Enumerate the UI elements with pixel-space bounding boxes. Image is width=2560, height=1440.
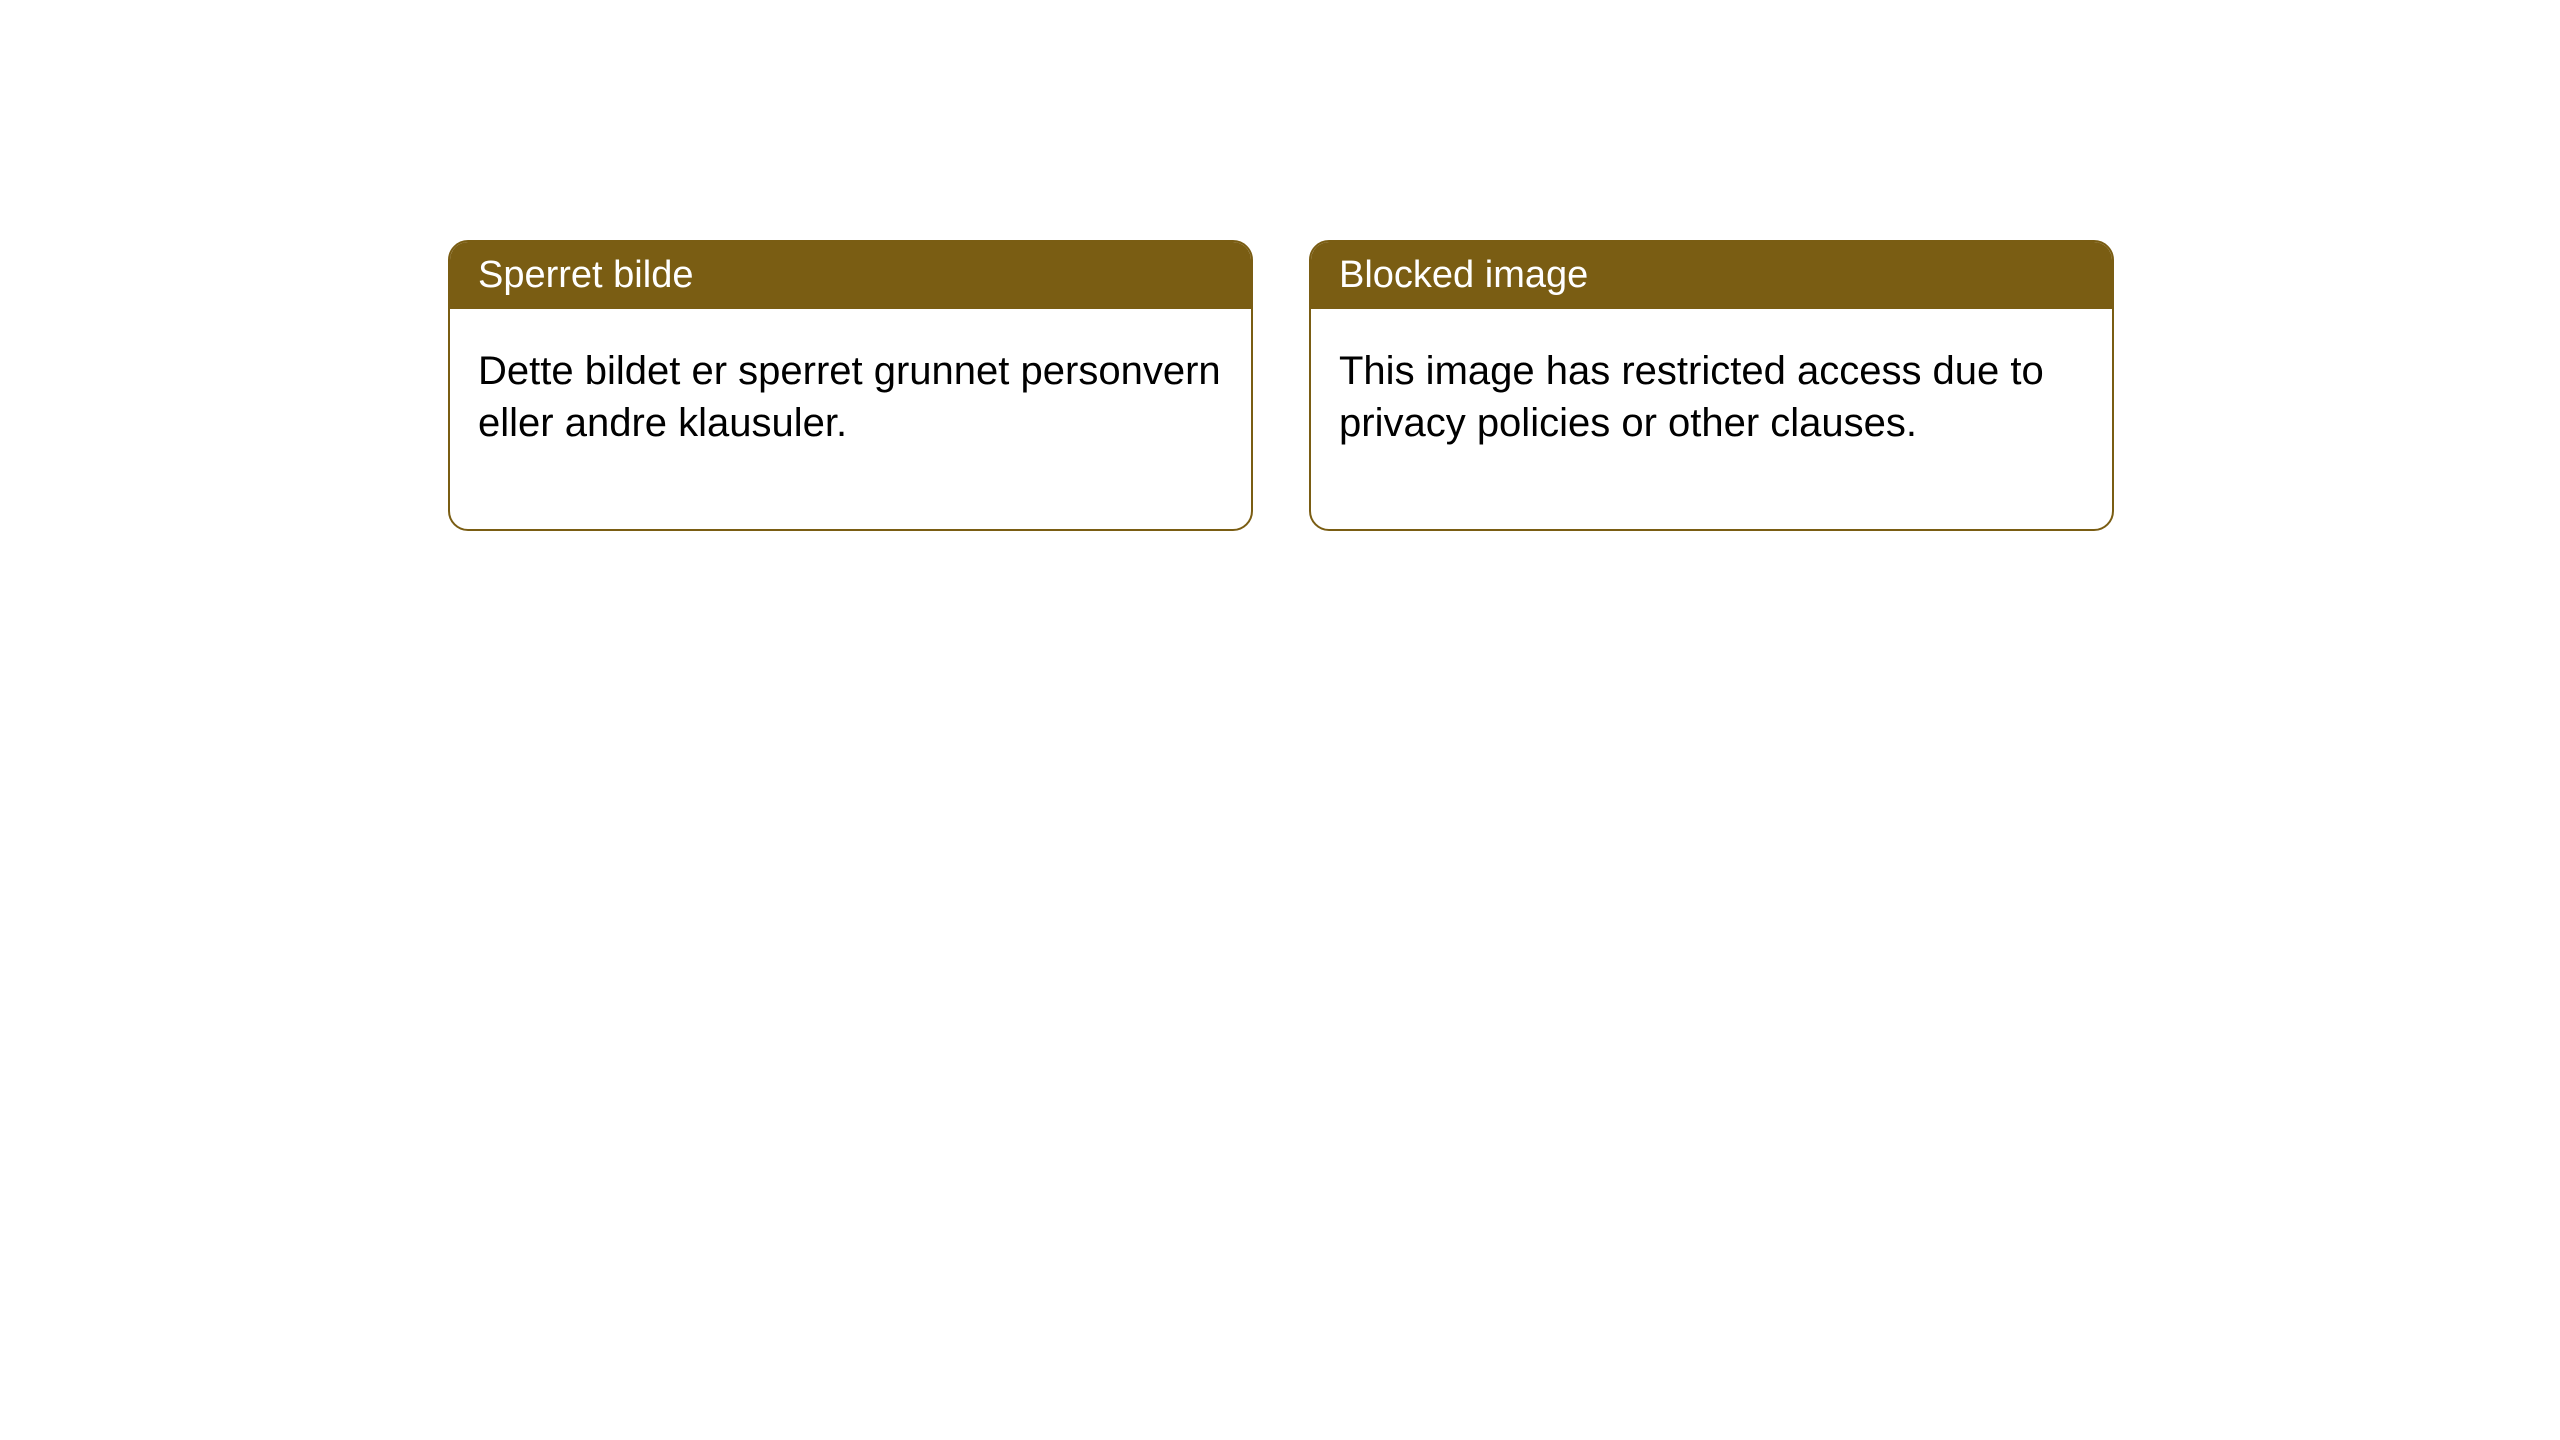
notice-body-norwegian: Dette bildet er sperret grunnet personve… [450,309,1251,529]
notice-body-english: This image has restricted access due to … [1311,309,2112,529]
notice-container: Sperret bilde Dette bildet er sperret gr… [0,0,2560,531]
notice-title-english: Blocked image [1311,242,2112,309]
notice-card-norwegian: Sperret bilde Dette bildet er sperret gr… [448,240,1253,531]
notice-title-norwegian: Sperret bilde [450,242,1251,309]
notice-card-english: Blocked image This image has restricted … [1309,240,2114,531]
